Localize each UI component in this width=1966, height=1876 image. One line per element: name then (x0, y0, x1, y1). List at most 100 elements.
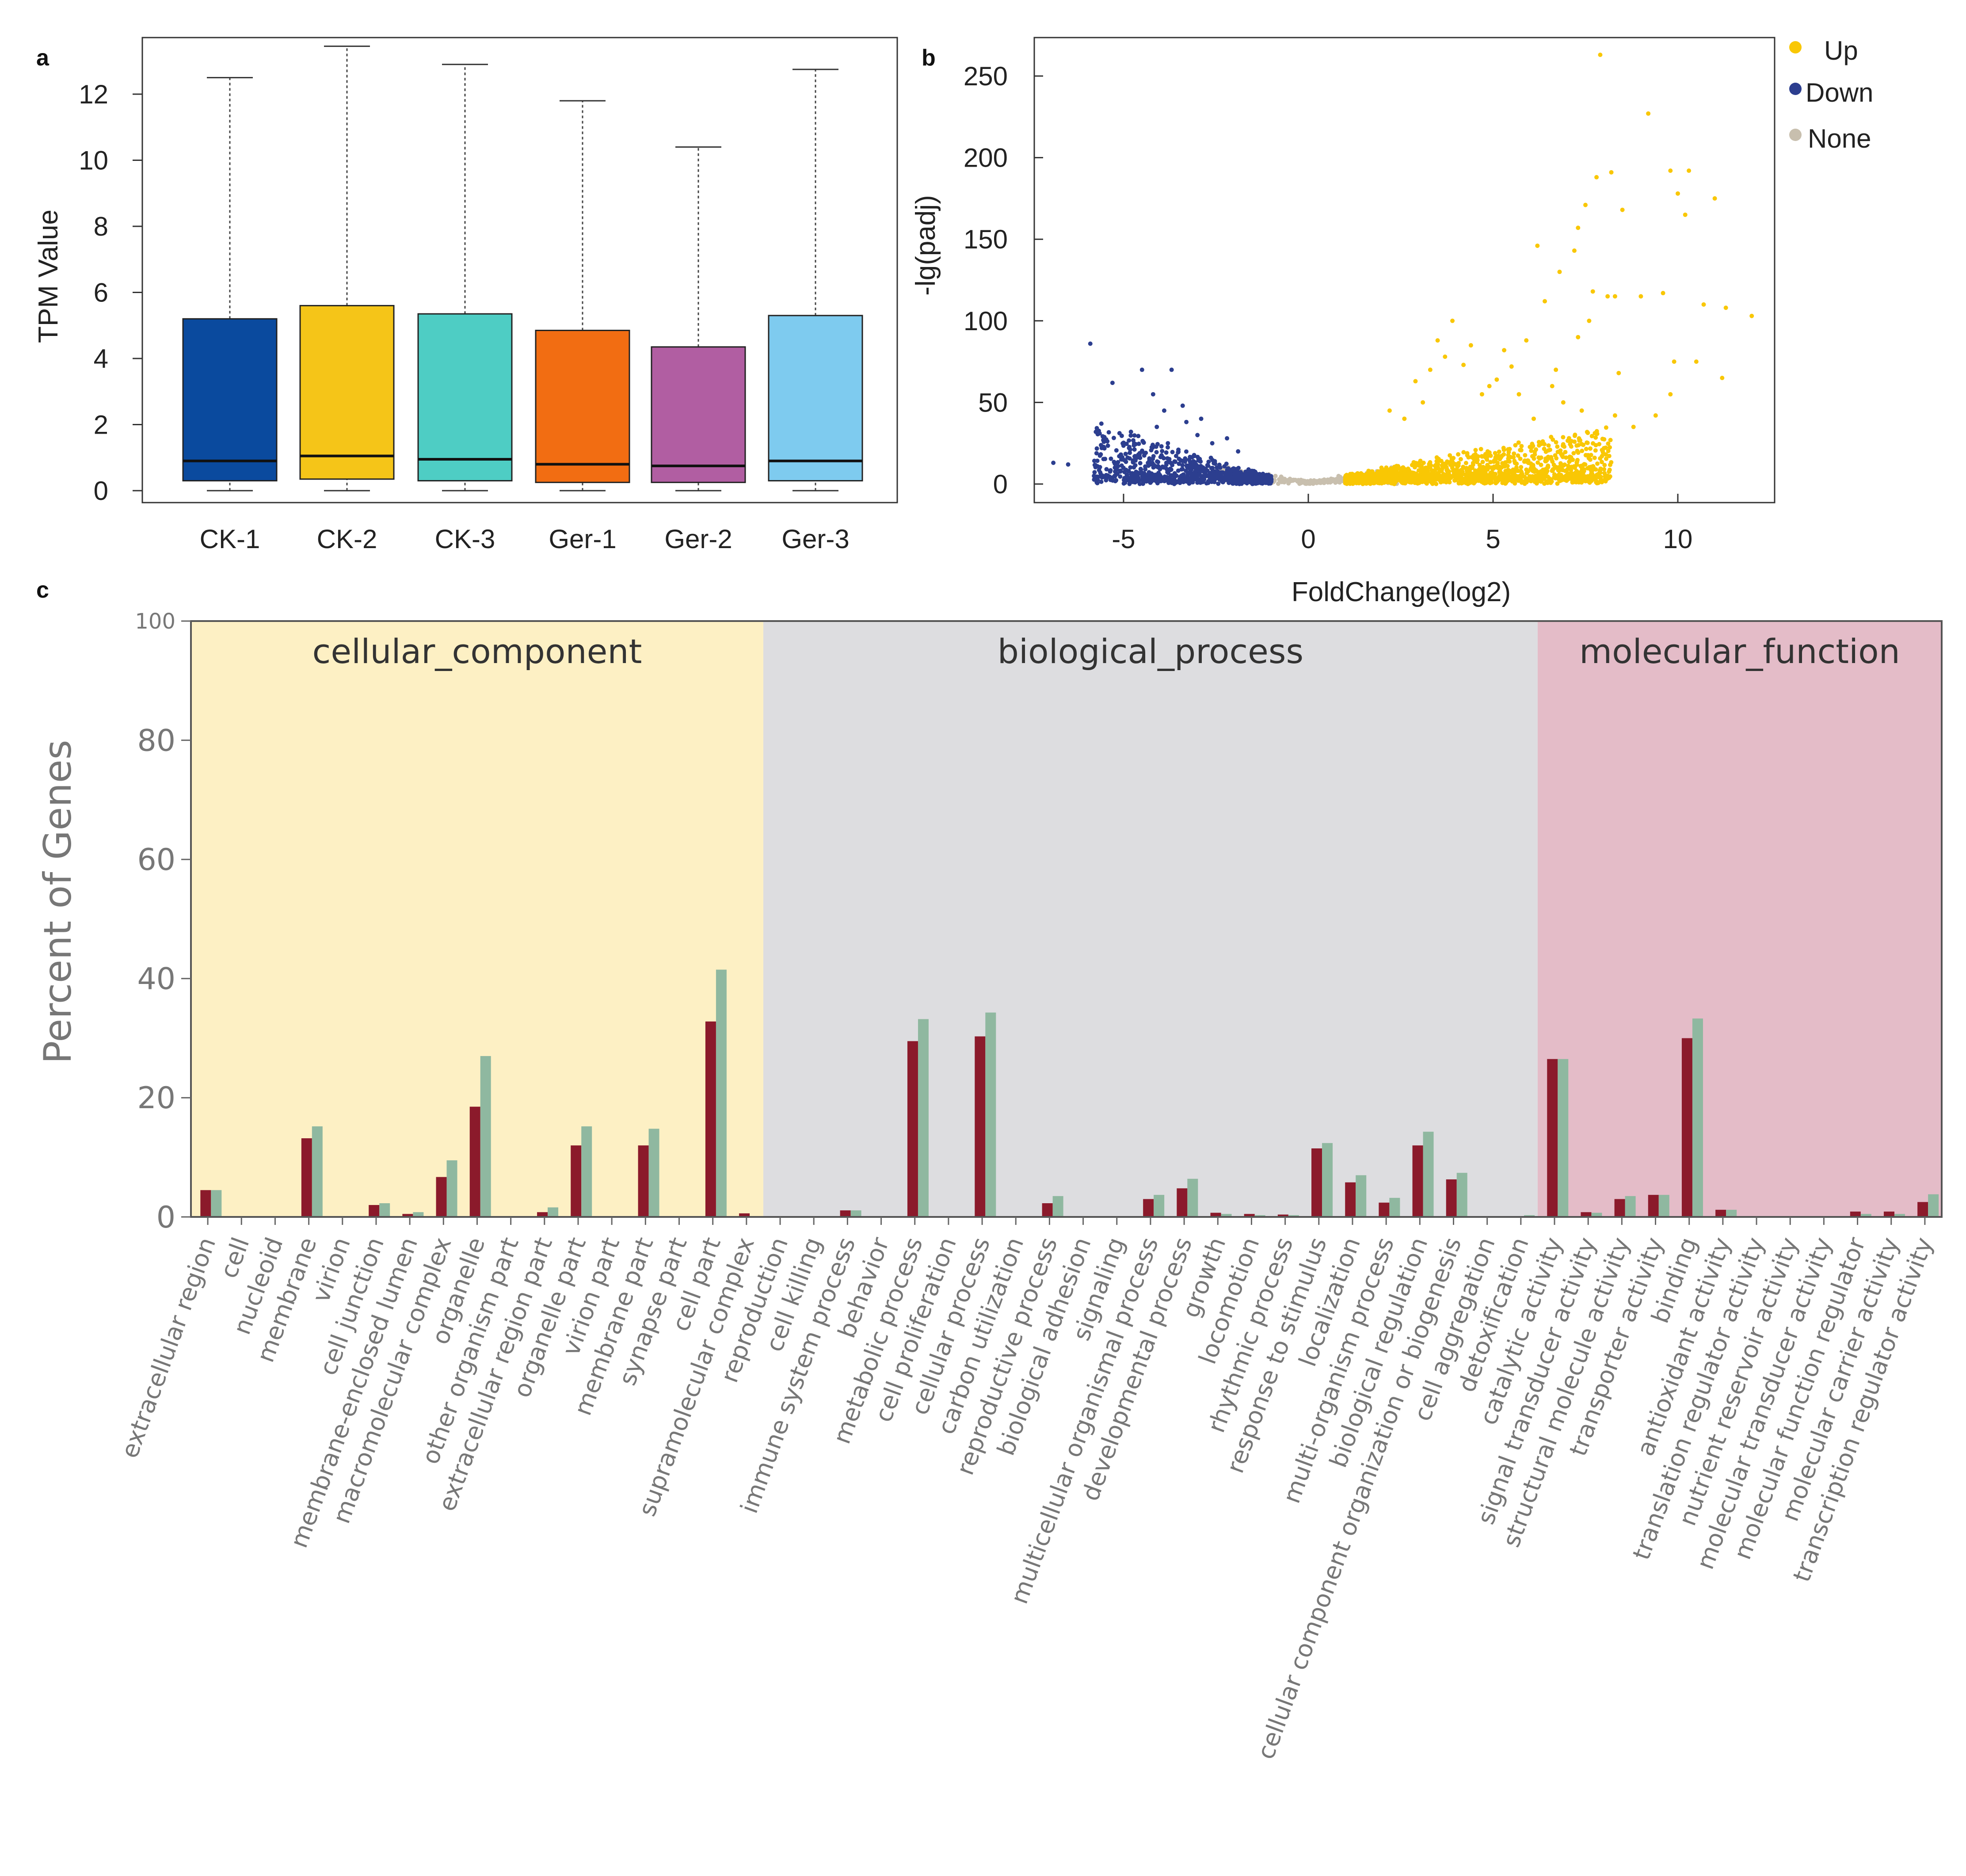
up-point (1583, 479, 1588, 484)
group-label-biological_process: biological_process (998, 632, 1303, 671)
y-tick-label: 0 (94, 476, 108, 506)
down-point (1105, 439, 1110, 444)
up-outlier-point (1487, 384, 1492, 389)
down-point (1178, 458, 1183, 463)
up-point (1576, 443, 1581, 448)
up-point (1537, 476, 1542, 481)
down-point (1153, 473, 1158, 477)
up-point (1417, 480, 1421, 485)
down-point (1124, 472, 1129, 477)
y-tick-label: 50 (978, 388, 1008, 417)
up-point (1588, 446, 1593, 451)
down-point (1194, 462, 1199, 467)
group-label-molecular_function: molecular_function (1579, 632, 1900, 671)
down-point (1172, 471, 1177, 476)
up-outlier-point (1631, 424, 1636, 429)
up-point (1414, 461, 1418, 465)
up-point (1573, 465, 1577, 470)
up-point (1539, 470, 1543, 475)
up-point (1555, 450, 1560, 454)
up-point (1607, 454, 1612, 458)
up-point (1488, 472, 1493, 477)
down-point (1164, 478, 1169, 483)
legend-none-marker (1789, 129, 1802, 141)
up-outlier-point (1413, 379, 1418, 384)
down-point (1164, 475, 1169, 480)
up-point (1435, 473, 1440, 478)
down-point (1160, 454, 1165, 459)
up-outlier-point (1687, 168, 1692, 173)
bar-series1 (1412, 1145, 1423, 1217)
up-point (1519, 444, 1524, 449)
down-point (1142, 473, 1147, 478)
down-point (1156, 460, 1161, 465)
down-point (1119, 433, 1124, 438)
down-point (1115, 472, 1120, 476)
up-point (1588, 474, 1593, 479)
down-point (1249, 478, 1254, 483)
down-point (1127, 481, 1132, 486)
up-point (1406, 477, 1410, 482)
bar-series1 (469, 1106, 480, 1217)
up-point (1526, 461, 1531, 465)
legend-none-label: None (1808, 124, 1871, 153)
up-point (1586, 453, 1591, 458)
up-point (1467, 480, 1472, 485)
up-point (1595, 472, 1600, 477)
down-point (1208, 478, 1213, 483)
up-point (1606, 441, 1611, 446)
up-outlier-point (1524, 338, 1529, 343)
x-tick-label: Ger-2 (664, 524, 732, 554)
up-point (1598, 470, 1603, 475)
up-outlier-point (1612, 294, 1617, 299)
up-point (1512, 451, 1516, 456)
down-point (1160, 449, 1165, 454)
up-point (1427, 464, 1432, 469)
up-point (1451, 456, 1456, 461)
up-point (1447, 480, 1452, 484)
up-point (1562, 444, 1567, 449)
bar-series2 (1524, 1215, 1535, 1217)
up-point (1542, 446, 1547, 451)
up-point (1478, 466, 1482, 471)
y-tick-label: 100 (964, 306, 1008, 336)
up-point (1507, 446, 1512, 451)
x-tick-label: CK-3 (435, 524, 495, 554)
up-point (1473, 448, 1478, 453)
bar-series1 (840, 1210, 851, 1217)
up-point (1513, 443, 1518, 448)
up-point (1502, 479, 1507, 484)
up-point (1605, 473, 1610, 478)
up-point (1410, 471, 1415, 476)
down-point (1210, 458, 1215, 462)
none-point (1322, 477, 1326, 482)
bar-series2 (548, 1207, 559, 1217)
down-point (1196, 477, 1201, 482)
up-point (1461, 450, 1466, 455)
down-point (1243, 472, 1248, 477)
down-point (1206, 459, 1211, 464)
up-outlier-point (1461, 362, 1466, 367)
up-point (1516, 440, 1521, 445)
down-point (1095, 428, 1100, 433)
bar-series1 (571, 1145, 582, 1217)
down-point (1099, 446, 1104, 450)
up-point (1580, 449, 1585, 454)
up-point (1479, 454, 1484, 459)
none-point (1293, 477, 1298, 482)
bar-series1 (1277, 1214, 1288, 1217)
up-outlier-point (1561, 400, 1566, 405)
bar-series1 (1648, 1195, 1659, 1217)
x-tick-label: 5 (1486, 524, 1500, 554)
down-point (1118, 474, 1123, 479)
up-point (1546, 454, 1551, 459)
down-point (1181, 475, 1186, 480)
x-tick-label: Ger-3 (781, 524, 849, 554)
up-outlier-point (1605, 294, 1610, 299)
y-tick-label: 12 (79, 80, 108, 109)
down-point (1198, 480, 1203, 485)
up-point (1440, 467, 1444, 472)
down-point (1121, 481, 1126, 486)
up-point (1456, 471, 1461, 476)
up-outlier-point (1479, 392, 1484, 397)
